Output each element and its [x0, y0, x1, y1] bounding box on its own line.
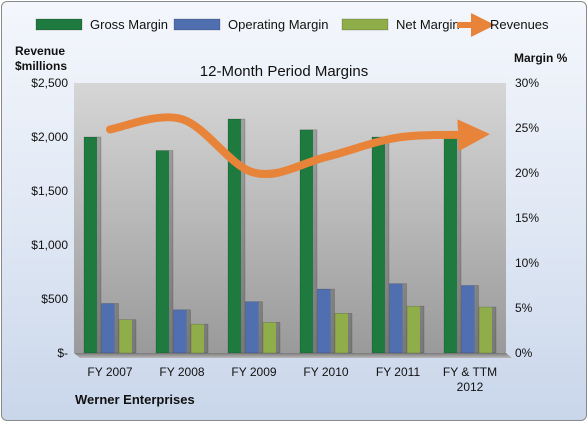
gross-margin-bar-outline [299, 129, 318, 354]
operating-margin-bar-outline [461, 285, 479, 354]
net-margin-bar-shade [492, 307, 496, 353]
gross-margin-bar-shade [457, 137, 461, 353]
net-margin-bar-outline [334, 313, 353, 354]
company-label: Werner Enterprises [75, 392, 195, 407]
net-margin-bar-outline [190, 323, 209, 354]
right-axis-title: Margin % [514, 51, 568, 65]
category-label: FY 2008 [159, 365, 204, 379]
right-tick-label: 0% [515, 346, 533, 360]
operating-margin-bar [101, 303, 115, 353]
operating-margin-bar-shade [474, 285, 479, 353]
gross-margin-bar-shade [313, 129, 317, 353]
gross-margin-bar-outline [371, 136, 390, 354]
legend-label-net-margin: Net Margin [396, 17, 460, 32]
left-tick-label: $2,500 [31, 76, 68, 90]
operating-margin-bar-shade [258, 301, 263, 353]
operating-margin-bar-shade [330, 289, 335, 353]
net-margin-bar-outline [478, 306, 497, 354]
right-tick-label: 10% [515, 256, 539, 270]
net-margin-bar-shade [348, 313, 352, 353]
legend-swatch-gross-margin [35, 18, 83, 31]
right-tick-label: 15% [515, 211, 539, 225]
gross-margin-bar-shade [97, 137, 101, 353]
gross-margin-bar [372, 137, 385, 353]
operating-margin-bar-shade [186, 309, 191, 353]
category-label: FY 2009 [231, 365, 276, 379]
operating-margin-bar [173, 309, 187, 353]
gross-margin-bar [156, 150, 169, 353]
gross-margin-bar-shade [241, 119, 245, 353]
legend: Gross Margin Operating Margin Net Margin Re… [35, 13, 549, 37]
net-margin-bar-shade [204, 324, 208, 353]
gross-margin-bar-shade [385, 137, 389, 353]
net-margin-bar [407, 306, 420, 353]
left-axis-title-line1: Revenue [15, 44, 65, 58]
left-tick-label: $- [57, 346, 68, 360]
operating-margin-bar-outline [101, 303, 119, 354]
right-tick-label: 5% [515, 301, 533, 315]
net-margin-bar-outline [118, 319, 137, 354]
gross-margin-bar-outline [227, 118, 246, 354]
plot-area [74, 83, 506, 353]
operating-margin-bar-shade [114, 303, 119, 353]
operating-margin-bar-outline [317, 288, 335, 354]
operating-margin-bar [461, 285, 475, 353]
category-label: FY & TTM [443, 365, 497, 379]
chart-title: 12-Month Period Margins [200, 63, 368, 80]
operating-margin-bar-outline [173, 309, 191, 354]
left-tick-label: $500 [41, 292, 68, 306]
gross-margin-bar [444, 137, 457, 353]
operating-margin-bar-outline [389, 283, 407, 354]
bar-series [83, 118, 497, 354]
right-tick-label: 30% [515, 76, 539, 90]
category-label: FY 2011 [376, 365, 421, 379]
net-margin-bar-outline [262, 322, 281, 354]
right-axis-ticks: 0% 5% 10% 15% 20% 25% 30% [515, 76, 539, 360]
operating-margin-bar [245, 301, 259, 353]
right-tick-label: 20% [515, 166, 539, 180]
right-tick-label: 25% [515, 121, 539, 135]
left-tick-label: $1,500 [31, 184, 68, 198]
plot-floor [74, 353, 512, 358]
legend-label-operating-margin: Operating Margin [228, 17, 328, 32]
category-label: FY 2010 [303, 365, 348, 379]
operating-margin-bar [317, 289, 331, 353]
net-margin-bar-shade [132, 319, 136, 353]
gross-margin-bar [228, 119, 241, 353]
gross-margin-bar-outline [83, 136, 102, 354]
legend-swatch-net-margin [341, 18, 389, 31]
gross-margin-bar [84, 137, 97, 353]
net-margin-bar [191, 324, 204, 353]
left-tick-label: $2,000 [31, 130, 68, 144]
left-tick-label: $1,000 [31, 238, 68, 252]
category-label: FY 2007 [87, 365, 132, 379]
net-margin-bar [335, 313, 348, 353]
gross-margin-bar-shade [169, 150, 173, 353]
left-axis-ticks: $- $500 $1,000 $1,500 $2,000 $2,500 [31, 76, 68, 360]
revenues-line [106, 113, 490, 178]
left-axis-title-line2: $millions [15, 59, 67, 73]
category-labels: FY 2007 FY 2008 FY 2009 FY 2010 FY 2011 FY & … [87, 365, 497, 394]
legend-label-revenues: Revenues [490, 17, 549, 32]
revenue-line-layer [106, 113, 490, 178]
category-label: 2012 [457, 380, 484, 394]
net-margin-bar [263, 322, 276, 353]
net-margin-bar [119, 319, 132, 353]
legend-label-gross-margin: Gross Margin [90, 17, 168, 32]
operating-margin-bar-outline [245, 301, 263, 354]
operating-margin-bar [389, 283, 403, 353]
operating-margin-bar-shade [402, 283, 407, 353]
gross-margin-bar-outline [155, 150, 174, 354]
net-margin-bar-shade [276, 322, 280, 353]
net-margin-bar-outline [406, 305, 425, 354]
legend-swatch-operating-margin [173, 18, 221, 31]
gross-margin-bar [300, 129, 313, 353]
net-margin-bar-shade [420, 306, 424, 353]
net-margin-bar [479, 307, 492, 353]
